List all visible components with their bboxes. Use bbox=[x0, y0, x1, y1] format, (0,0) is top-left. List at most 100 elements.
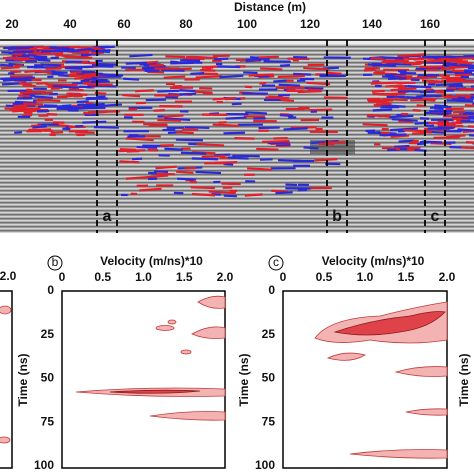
reflection bbox=[375, 84, 382, 88]
reflection bbox=[259, 81, 267, 85]
contour bbox=[349, 449, 448, 459]
reflection bbox=[70, 71, 82, 74]
reflection bbox=[80, 53, 91, 57]
contour bbox=[0, 305, 12, 315]
reflection bbox=[10, 75, 33, 78]
reflection bbox=[323, 56, 351, 59]
axis-title: Distance (m) bbox=[234, 0, 306, 14]
y-tick-label: 25 bbox=[41, 327, 55, 341]
reflection bbox=[465, 141, 474, 145]
reflection bbox=[215, 62, 223, 66]
reflection bbox=[278, 83, 301, 87]
reflection bbox=[8, 46, 34, 50]
reflection bbox=[372, 63, 398, 67]
x-tick-label: 2.0 bbox=[439, 270, 456, 284]
reflection bbox=[90, 80, 110, 84]
reflection bbox=[143, 123, 168, 126]
reflection bbox=[34, 95, 54, 99]
y-axis-title: Time (ns) bbox=[457, 353, 471, 406]
reflection bbox=[212, 123, 240, 127]
reflection bbox=[148, 171, 157, 175]
reflection bbox=[11, 78, 32, 82]
reflection bbox=[293, 159, 315, 163]
reflection bbox=[8, 72, 15, 75]
reflection bbox=[176, 131, 194, 135]
reflection bbox=[90, 106, 106, 110]
tick-label: 20 bbox=[5, 17, 19, 31]
contour bbox=[326, 352, 367, 361]
reflection bbox=[136, 145, 158, 149]
y-tick-label: 75 bbox=[262, 414, 276, 428]
reflection bbox=[164, 147, 183, 151]
reflection bbox=[68, 88, 77, 91]
reflection bbox=[148, 177, 158, 181]
reflection bbox=[50, 130, 64, 134]
reflection bbox=[419, 117, 430, 120]
reflection bbox=[382, 56, 404, 60]
reflection bbox=[463, 55, 474, 58]
reflection bbox=[159, 104, 183, 108]
reflection bbox=[166, 82, 175, 86]
reflection bbox=[156, 172, 175, 176]
reflection bbox=[455, 56, 474, 60]
reflection bbox=[32, 125, 47, 129]
reflection bbox=[223, 162, 234, 166]
reflection bbox=[467, 125, 474, 129]
reflection bbox=[173, 191, 184, 195]
reflection bbox=[228, 156, 249, 160]
y-tick-label: 100 bbox=[34, 458, 54, 472]
reflection bbox=[190, 186, 215, 190]
reflection bbox=[37, 58, 51, 62]
reflection bbox=[382, 59, 402, 63]
reflection bbox=[69, 73, 81, 77]
reflection bbox=[121, 66, 136, 69]
y-tick-label: 75 bbox=[41, 414, 55, 428]
reflection bbox=[296, 79, 306, 82]
reflection bbox=[458, 87, 474, 91]
reflection bbox=[229, 189, 238, 192]
reflection bbox=[50, 56, 59, 60]
reflection bbox=[23, 111, 33, 114]
reflection bbox=[77, 103, 85, 107]
reflection bbox=[76, 46, 100, 50]
reflection bbox=[26, 130, 43, 133]
reflection bbox=[452, 69, 465, 73]
reflection bbox=[18, 94, 31, 98]
contour bbox=[405, 408, 448, 416]
reflection bbox=[400, 71, 417, 75]
reflection bbox=[325, 162, 341, 166]
reflection bbox=[58, 95, 68, 99]
reflection bbox=[164, 117, 191, 122]
reflection bbox=[293, 56, 308, 59]
velocity-panels bbox=[0, 290, 448, 469]
reflection bbox=[139, 187, 162, 192]
reflection bbox=[452, 110, 466, 114]
reflection bbox=[174, 100, 192, 103]
reflection bbox=[326, 71, 342, 75]
reflection bbox=[13, 53, 23, 56]
reflection bbox=[127, 135, 146, 138]
reflection bbox=[372, 67, 380, 70]
reflection bbox=[405, 119, 413, 122]
reflection bbox=[218, 121, 227, 124]
reflection bbox=[286, 86, 306, 90]
reflection bbox=[181, 147, 191, 150]
reflection bbox=[315, 127, 323, 131]
reflection bbox=[123, 130, 149, 133]
reflection bbox=[213, 180, 221, 184]
reflection bbox=[184, 126, 210, 130]
reflection bbox=[262, 140, 290, 143]
tick-label: 2.0 bbox=[0, 269, 17, 283]
reflection bbox=[372, 92, 398, 97]
panel-b-box bbox=[61, 290, 226, 469]
x-tick-label: 1.5 bbox=[398, 270, 415, 284]
reflection bbox=[132, 157, 143, 161]
reflection bbox=[398, 139, 415, 143]
reflection bbox=[365, 129, 376, 133]
reflection bbox=[441, 76, 465, 80]
reflection bbox=[461, 115, 474, 118]
reflection bbox=[270, 167, 296, 170]
reflection bbox=[58, 49, 66, 53]
reflection bbox=[245, 85, 253, 89]
reflection bbox=[258, 88, 278, 91]
